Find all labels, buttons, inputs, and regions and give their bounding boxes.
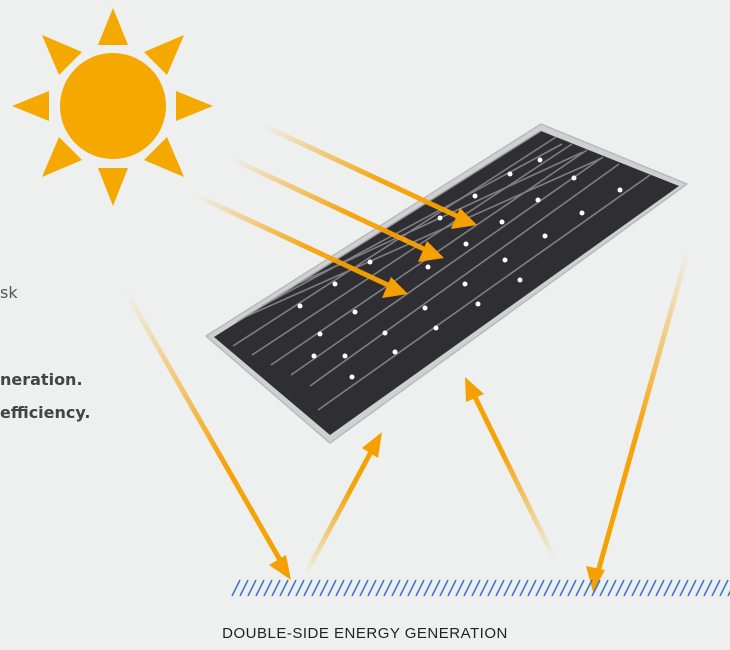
arrow-heads (269, 208, 605, 592)
solar-panel-icon (205, 123, 688, 444)
text-fragment-3: efficiency. (0, 403, 91, 422)
text-fragment-1: sk (0, 283, 18, 302)
light-arrow-icon (122, 122, 691, 578)
diagram-caption: DOUBLE-SIDE ENERGY GENERATION (222, 625, 508, 642)
ground-hatch-icon (231, 579, 730, 597)
sun-icon (12, 8, 213, 206)
text-fragment-2: neration. (0, 370, 83, 389)
